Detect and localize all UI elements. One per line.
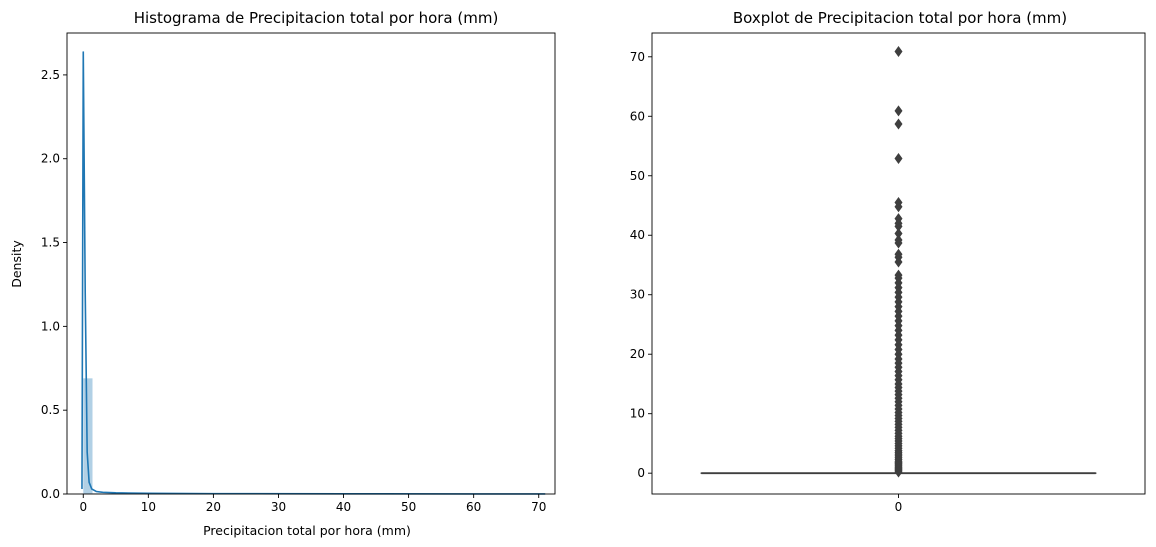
y-tick-label: 40 [630, 228, 645, 242]
outlier-point [894, 105, 903, 117]
outlier-point [894, 227, 903, 239]
histogram-title: Histograma de Precipitacion total por ho… [134, 9, 499, 27]
x-tick-label: 70 [531, 500, 546, 514]
x-tick-label: 10 [141, 500, 156, 514]
y-tick-label: 0.5 [41, 403, 60, 417]
boxplot-title: Boxplot de Precipitacion total por hora … [733, 9, 1067, 27]
y-tick-label: 0 [637, 466, 645, 480]
x-tick-label: 0 [79, 500, 87, 514]
y-tick-label: 20 [630, 347, 645, 361]
outlier-point [894, 45, 903, 57]
histogram-axes: 0 10 20 30 40 50 60 70 0.0 0.5 1.0 1.5 2.0 2.5 [41, 68, 546, 514]
kde-line [81, 51, 546, 495]
outlier-point [894, 118, 903, 130]
y-tick-label: 30 [630, 288, 645, 302]
boxplot-axes: 0 10 20 30 40 50 60 70 0 [630, 50, 903, 514]
boxplot-marks [700, 45, 1097, 478]
y-tick-label: 0.0 [41, 487, 60, 501]
histogram-xlabel: Precipitacion total por hora (mm) [203, 523, 411, 538]
x-tick-label: 60 [466, 500, 481, 514]
y-tick-label: 70 [630, 50, 645, 64]
histogram-marks [81, 51, 546, 495]
outlier-point [894, 197, 903, 209]
outlier-point [894, 213, 903, 225]
histogram-bar [83, 378, 93, 494]
outlier-point [894, 269, 903, 281]
histogram-panel: Histograma de Precipitacion total por ho… [9, 9, 556, 538]
outlier-point [894, 153, 903, 165]
y-tick-label: 2.5 [41, 68, 60, 82]
boxplot-panel: Boxplot de Precipitacion total por hora … [630, 9, 1146, 514]
y-tick-label: 1.5 [41, 236, 60, 250]
x-tick-label: 50 [401, 500, 416, 514]
x-tick-label: 30 [271, 500, 286, 514]
boxplot-frame [651, 32, 1146, 495]
outlier-point [894, 248, 903, 260]
y-tick-label: 60 [630, 109, 645, 123]
y-tick-label: 1.0 [41, 319, 60, 333]
x-tick-label: 0 [895, 500, 903, 514]
y-tick-label: 2.0 [41, 152, 60, 166]
histogram-frame [66, 32, 556, 495]
x-tick-label: 20 [206, 500, 221, 514]
histogram-ylabel: Density [9, 240, 24, 288]
y-tick-label: 10 [630, 407, 645, 421]
y-tick-label: 50 [630, 169, 645, 183]
x-tick-label: 40 [336, 500, 351, 514]
outlier-point [894, 234, 903, 246]
